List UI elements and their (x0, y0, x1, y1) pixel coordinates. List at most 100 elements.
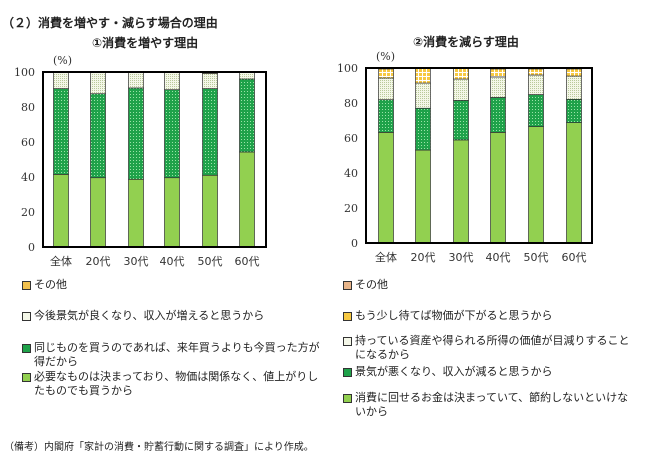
chart-decrease: 0 20 40 60 80 100 (%) 全体 20代 30代 40代 50代 60代 (337, 50, 593, 264)
y-tick-label: 60 (344, 132, 358, 145)
legend-swatch (22, 373, 31, 382)
y-axis-unit: (%) (376, 50, 395, 63)
legend-item: 持っている資産や得られる所得の価値が目減りすることになるから (343, 334, 633, 362)
x-tick-label: 20代 (411, 251, 436, 264)
bar-segment-1 (239, 78, 255, 153)
bar-全体 (53, 71, 69, 248)
bar-30代 (453, 67, 469, 244)
y-tick-label: 0 (28, 241, 35, 254)
y-tick-label: 100 (337, 62, 358, 75)
bar-segment-1 (378, 99, 394, 133)
bar-60代 (239, 71, 255, 248)
bar-segment-0 (164, 177, 180, 248)
bar-segment-2 (128, 71, 144, 89)
legend-swatch (22, 344, 31, 353)
chart-increase: 0 20 40 60 80 100 (%) 全体 20代 30代 40代 50代 60代 (14, 54, 267, 268)
bar-segment-0 (415, 149, 431, 244)
bar-segment-1 (415, 107, 431, 151)
x-tick-label: 60代 (562, 251, 587, 264)
legend-label: 今後景気が良くなり、収入が増えると思うから (34, 309, 265, 322)
bar-segment-0 (202, 174, 218, 248)
plot-frame (365, 67, 593, 244)
bar-segment-0 (378, 132, 394, 244)
legend-swatch (22, 312, 31, 321)
bar-segment-2 (164, 71, 180, 91)
bar-segment-1 (528, 94, 544, 127)
y-tick-label: 20 (21, 206, 35, 219)
section-title: （２）消費を増やす・減らす場合の理由 (2, 16, 218, 30)
bar-50代 (202, 71, 218, 248)
bar-20代 (415, 67, 431, 244)
legend-label: 持っている資産や得られる所得の価値が目減りすることになるから (355, 334, 630, 361)
bar-segment-2 (239, 71, 255, 80)
legend-item: 同じものを買うのであれば、来年買うよりも今買った方が得だから (22, 341, 322, 369)
y-tick-label: 60 (21, 136, 35, 149)
y-axis-unit: (%) (53, 54, 72, 67)
bar-segment-1 (53, 88, 69, 175)
x-tick-label: 20代 (86, 255, 111, 268)
x-tick-label: 30代 (449, 251, 474, 264)
bar-40代 (490, 67, 506, 244)
bar-segment-3 (453, 67, 469, 80)
bar-segment-2 (566, 75, 582, 100)
legend-label: もう少し待てば物価が下がると思うから (355, 309, 553, 322)
legend-label: その他 (34, 278, 67, 291)
bar-20代 (90, 71, 106, 248)
bar-segment-0 (53, 174, 69, 248)
bar-segment-2 (378, 77, 394, 101)
bar-全体 (378, 67, 394, 244)
bar-30代 (128, 71, 144, 248)
bar-50代 (528, 67, 544, 244)
chart2-title: ②消費を減らす理由 (413, 35, 519, 49)
bar-segment-2 (53, 71, 69, 89)
legend-item: 消費に回せるお金は決まっていて、節約しないといけないから (343, 391, 633, 419)
bar-segment-1 (128, 87, 144, 180)
bar-segment-3 (528, 68, 544, 76)
legend-swatch (22, 281, 31, 290)
bar-segment-2 (415, 82, 431, 109)
legend-item: 景気が悪くなり、収入が減ると思うから (343, 365, 633, 379)
bar-segment-0 (128, 178, 144, 248)
legend-item: その他 (343, 278, 633, 292)
bar-segment-3 (566, 68, 582, 77)
x-tick-label: 全体 (50, 254, 72, 268)
plot-frame (42, 71, 267, 248)
bar-segment-0 (528, 126, 544, 244)
bar-segment-2 (90, 71, 106, 95)
bar-segment-0 (490, 132, 506, 244)
legend-item: その他 (22, 278, 322, 292)
bar-segment-1 (453, 100, 469, 141)
bar-segment-3 (378, 68, 394, 79)
y-tick-label: 40 (344, 167, 358, 180)
legend-label: 消費に回せるお金は決まっていて、節約しないといけないから (355, 391, 629, 418)
bar-segment-0 (453, 139, 469, 244)
bar-segment-1 (490, 97, 506, 133)
x-tick-label: 60代 (235, 255, 260, 268)
y-tick-label: 20 (344, 202, 358, 215)
x-tick-label: 全体 (375, 250, 397, 264)
bar-60代 (566, 67, 582, 244)
x-tick-label: 50代 (524, 251, 549, 264)
legend-label: 景気が悪くなり、収入が減ると思うから (355, 365, 553, 378)
bar-segment-1 (566, 98, 582, 123)
bar-segment-3 (415, 67, 431, 84)
legend-swatch (343, 368, 352, 377)
bar-segment-2 (490, 76, 506, 98)
legend-item: 必要なものは決まっており、物価は関係なく、値上がりしたものでも買うから (22, 370, 322, 398)
bar-40代 (164, 71, 180, 248)
bar-segment-1 (202, 88, 218, 176)
y-tick-label: 0 (351, 237, 358, 250)
legend-label: その他 (355, 278, 388, 291)
x-tick-label: 50代 (198, 255, 223, 268)
bar-segment-0 (566, 122, 582, 244)
bar-segment-2 (453, 78, 469, 101)
y-tick-label: 100 (14, 66, 35, 79)
footnote: （備考）内閣府「家計の消費・貯蓄行動に関する調査」により作成。 (4, 442, 314, 453)
x-tick-label: 30代 (124, 255, 149, 268)
legend-swatch (343, 394, 352, 403)
bar-segment-3 (490, 68, 506, 78)
legend-swatch (343, 312, 352, 321)
legend-item: もう少し待てば物価が下がると思うから (343, 309, 633, 323)
legend-label: 必要なものは決まっており、物価は関係なく、値上がりしたものでも買うから (34, 370, 319, 397)
legend-item: 今後景気が良くなり、収入が増えると思うから (22, 309, 322, 323)
